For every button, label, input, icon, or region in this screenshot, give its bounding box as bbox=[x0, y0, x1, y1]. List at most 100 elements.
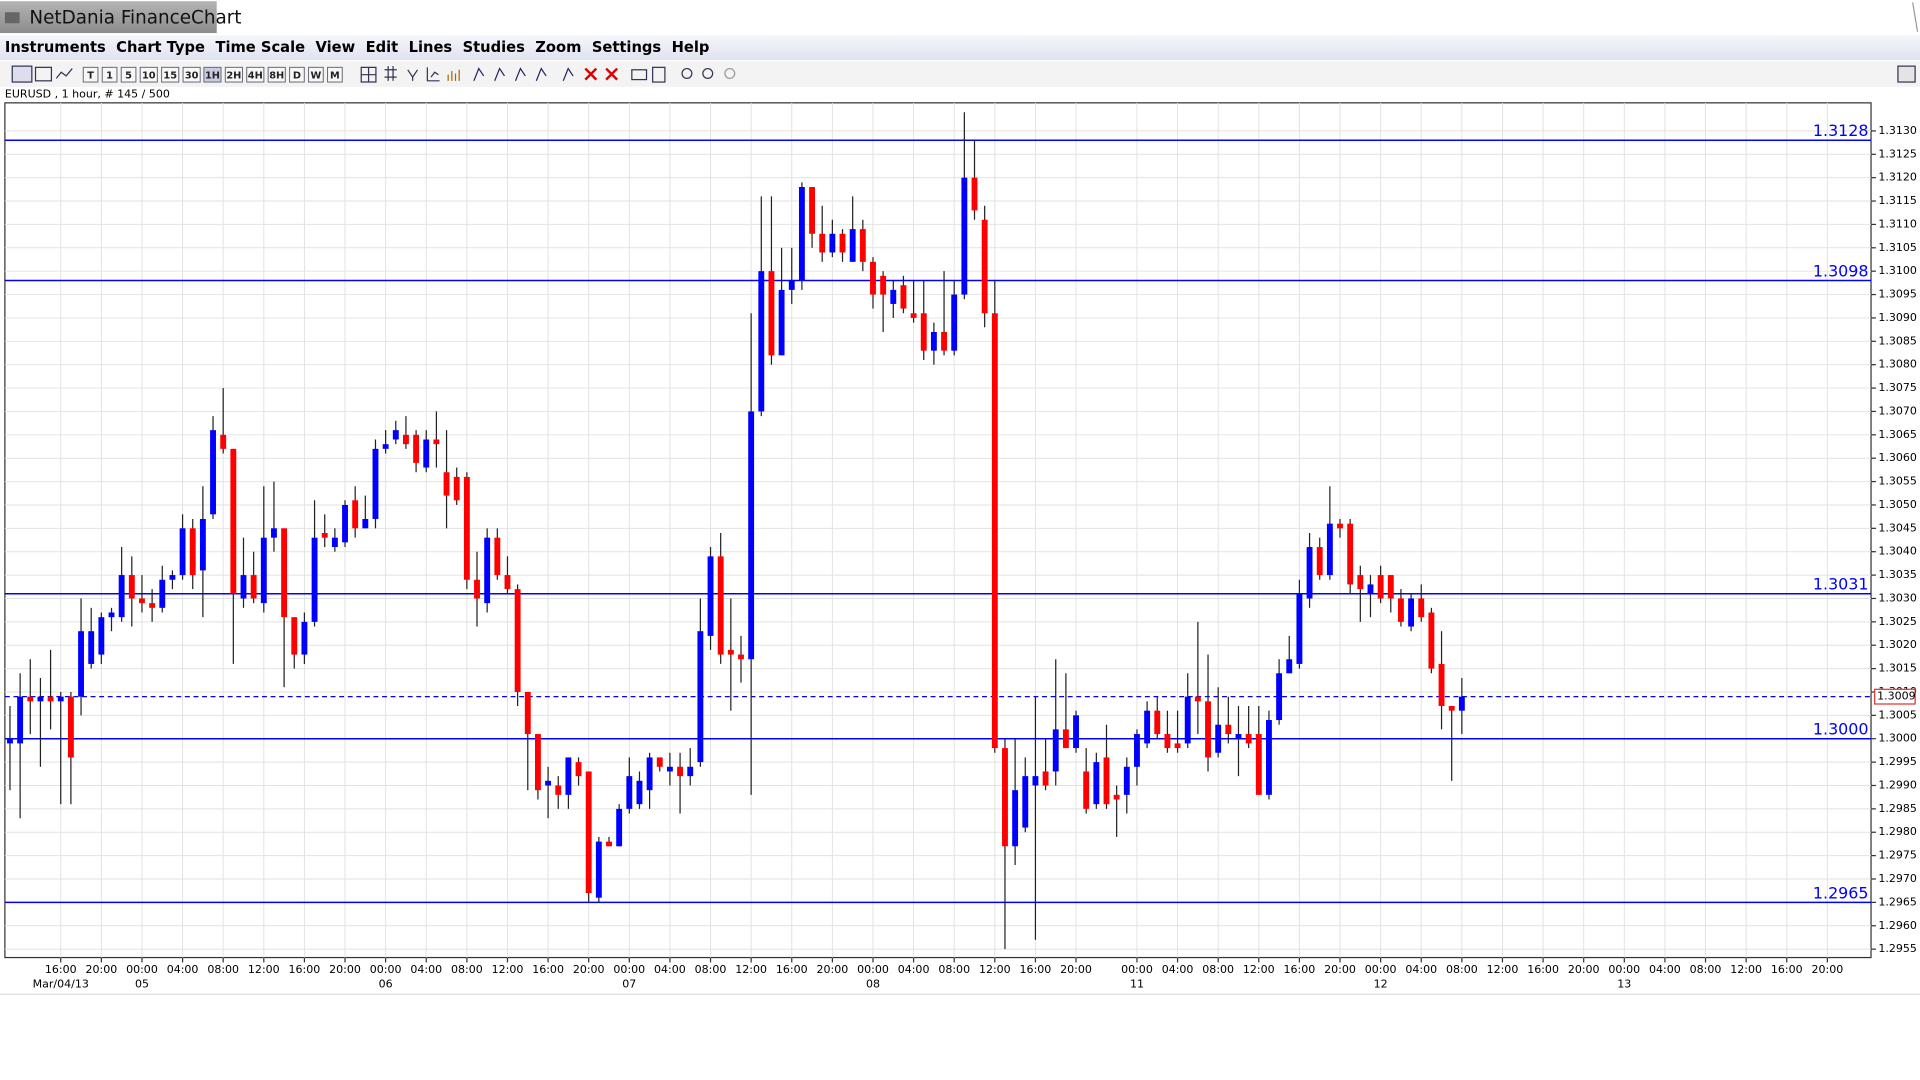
interval-label[interactable]: 15 bbox=[163, 70, 177, 81]
icon[interactable] bbox=[407, 69, 419, 81]
menu-item[interactable]: Edit bbox=[366, 39, 399, 56]
candle-body bbox=[555, 785, 562, 795]
x-tick-label: 12:00 bbox=[1730, 963, 1762, 976]
app-icon bbox=[4, 12, 20, 24]
x-tick-label: 16:00 bbox=[1284, 963, 1316, 976]
candle-body bbox=[1367, 584, 1374, 594]
icon[interactable] bbox=[631, 69, 648, 81]
candle-body bbox=[403, 434, 409, 445]
candle-body bbox=[189, 528, 196, 576]
x-tick-label: 08:00 bbox=[1202, 963, 1234, 976]
interval-button[interactable] bbox=[267, 66, 286, 83]
icon[interactable] bbox=[702, 67, 714, 79]
interval-button[interactable] bbox=[289, 66, 305, 83]
interval-label[interactable]: D bbox=[293, 70, 301, 81]
interval-button[interactable] bbox=[139, 66, 158, 83]
date-label: 08 bbox=[866, 977, 880, 990]
y-tick-label: 1.2960 bbox=[1878, 919, 1917, 932]
menu-item[interactable]: Studies bbox=[463, 39, 526, 56]
level-label: 1.3098 bbox=[1813, 261, 1869, 280]
icon[interactable] bbox=[384, 66, 397, 81]
candle-body bbox=[1357, 575, 1364, 590]
interval-label[interactable]: 1 bbox=[106, 70, 113, 81]
y-tick-label: 1.2985 bbox=[1878, 802, 1917, 815]
interval-button[interactable] bbox=[246, 66, 265, 83]
icon[interactable] bbox=[605, 67, 619, 81]
interval-label[interactable]: M bbox=[330, 70, 340, 81]
icon[interactable] bbox=[1897, 65, 1916, 83]
candle-body bbox=[139, 598, 145, 604]
interval-label[interactable]: 5 bbox=[125, 70, 132, 81]
menu-item[interactable]: Chart Type bbox=[116, 39, 205, 56]
interval-button[interactable] bbox=[161, 66, 180, 83]
interval-label[interactable]: 10 bbox=[142, 70, 156, 81]
candle-body bbox=[768, 271, 775, 356]
menu-item[interactable]: View bbox=[315, 39, 355, 56]
interval-button[interactable] bbox=[224, 66, 243, 83]
icon[interactable] bbox=[34, 66, 53, 82]
y-tick-label: 1.2970 bbox=[1878, 872, 1917, 885]
y-tick-label: 1.3050 bbox=[1878, 498, 1917, 511]
x-tick-label: 12:00 bbox=[492, 963, 524, 976]
icon[interactable] bbox=[681, 67, 693, 79]
interval-label[interactable]: 2H bbox=[226, 70, 241, 81]
menu-item[interactable]: Zoom bbox=[535, 39, 581, 56]
x-tick-label: 00:00 bbox=[126, 963, 158, 976]
icon[interactable] bbox=[55, 68, 73, 79]
icon[interactable] bbox=[447, 69, 460, 81]
candle-body bbox=[484, 537, 491, 604]
icon[interactable] bbox=[360, 66, 377, 83]
y-tick-label: 1.3065 bbox=[1878, 428, 1917, 441]
candle-body bbox=[1164, 734, 1171, 749]
x-tick-label: 08:00 bbox=[1690, 963, 1722, 976]
candle-body bbox=[534, 734, 541, 791]
candle-body bbox=[1103, 757, 1110, 805]
interval-button[interactable] bbox=[120, 66, 137, 83]
axes: 1.2955 1.2960 1.2965 1.2970 1.2975 1.2980 1.29… bbox=[33, 124, 1917, 991]
interval-button[interactable] bbox=[327, 66, 343, 83]
y-tick-label: 1.3120 bbox=[1878, 171, 1917, 184]
icon[interactable] bbox=[652, 66, 666, 83]
candle-body bbox=[311, 537, 318, 622]
interval-button[interactable] bbox=[182, 66, 201, 83]
icon[interactable] bbox=[562, 67, 574, 82]
interval-label[interactable]: 1H bbox=[205, 70, 220, 81]
menu-item[interactable]: Lines bbox=[409, 39, 453, 56]
candle-body bbox=[839, 233, 846, 253]
level-label: 1.3000 bbox=[1813, 720, 1869, 739]
candle-body bbox=[778, 289, 785, 356]
icon[interactable] bbox=[426, 67, 440, 82]
x-tick-label: 00:00 bbox=[857, 963, 889, 976]
date-label: 13 bbox=[1617, 977, 1631, 990]
candle-body bbox=[606, 841, 612, 847]
candle-body bbox=[870, 261, 876, 295]
interval-button[interactable] bbox=[101, 66, 118, 83]
icon[interactable] bbox=[473, 67, 547, 82]
menu-item[interactable]: Instruments bbox=[5, 39, 106, 56]
menu-item[interactable]: Settings bbox=[592, 39, 662, 56]
interval-button[interactable] bbox=[308, 66, 324, 83]
candle-body bbox=[717, 556, 724, 655]
interval-label[interactable]: 8H bbox=[269, 70, 284, 81]
interval-label[interactable]: 30 bbox=[185, 70, 199, 81]
candle-body bbox=[1428, 612, 1435, 669]
x-tick-label: 08:00 bbox=[1446, 963, 1478, 976]
candle-body bbox=[331, 537, 338, 548]
menu-item[interactable]: Time Scale bbox=[215, 39, 305, 56]
candle-body bbox=[666, 766, 673, 772]
interval-label[interactable]: 4H bbox=[248, 70, 263, 81]
icon[interactable] bbox=[724, 67, 736, 79]
interval-label[interactable]: W bbox=[311, 70, 322, 81]
icon[interactable] bbox=[11, 65, 33, 83]
interval-button[interactable] bbox=[203, 66, 222, 83]
interval-button[interactable] bbox=[82, 66, 99, 83]
icon[interactable] bbox=[584, 67, 598, 81]
interval-label[interactable]: T bbox=[87, 70, 94, 81]
window-edge bbox=[1912, 2, 1919, 32]
x-tick-label: 20:00 bbox=[816, 963, 848, 976]
candle-body bbox=[443, 472, 450, 496]
menu-item[interactable]: Help bbox=[672, 39, 710, 56]
candle-body bbox=[1296, 593, 1303, 664]
x-tick-label: 08:00 bbox=[695, 963, 727, 976]
x-tick-label: 20:00 bbox=[573, 963, 605, 976]
